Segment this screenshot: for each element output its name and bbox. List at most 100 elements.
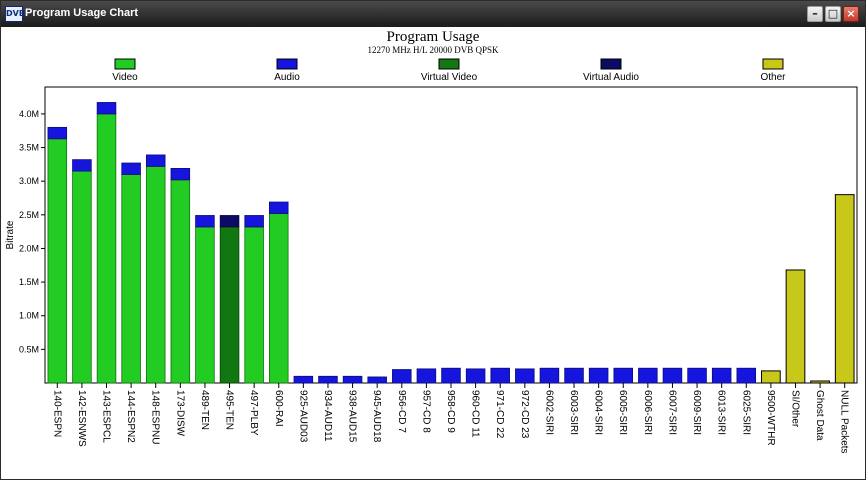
bar-segment [195,226,215,384]
x-tick-label: 6013-SIRI [716,390,727,435]
x-tick-label: 960-CD 11 [470,390,481,438]
window-title: Program Usage Chart [25,7,139,19]
y-tick-label: 0.5M [19,344,39,354]
bar-segment [121,174,141,384]
bar-segment [318,375,338,384]
y-tick-label: 1.5M [19,277,39,287]
plot-area [44,86,858,384]
x-tick-label: 957-CD 8 [420,390,431,433]
x-tick-label: 495-TEN [224,390,235,430]
bar-segment [244,215,264,228]
bar-segment [47,138,68,384]
y-tick-label: 4.0M [19,109,39,119]
legend-label: Video [112,72,138,83]
legend-swatch [114,58,136,70]
bar-segment [244,226,264,384]
x-tick-label: 934-AUD11 [322,390,333,442]
x-tick-label: 144-ESPN2 [125,390,136,443]
x-tick-label: 971-CD 22 [494,390,505,439]
bar-segment [72,159,92,172]
y-axis: 0.5M 1.0M 1.5M 2.0M 2.5M 3.0M 3.5M 4.0M [19,109,45,354]
legend-swatch [276,58,298,70]
bar-segment [539,367,560,384]
x-tick-label: 6025-SIRI [740,390,751,435]
x-tick-label: 6002-SIRI [543,390,554,435]
bar-segment [121,162,141,175]
x-tick-label: 143-ESPCL [101,390,112,443]
legend-swatch [438,58,460,70]
bar-segment [145,154,166,167]
bar-segment [588,367,609,384]
bar-segment [96,113,117,384]
y-tick-label: 1.0M [19,311,39,321]
bar-segment [195,215,215,228]
bar-segment [810,380,830,384]
bar-segment [736,367,757,384]
bar-segment [662,367,683,384]
bar-segment [342,375,363,384]
bar-segment [613,367,633,384]
bar-segment [416,368,437,384]
legend-swatch [600,58,622,70]
bar-segment [219,215,240,228]
x-tick-label: 489-TEN [199,390,210,430]
y-tick-label: 3.5M [19,143,39,153]
x-tick-label: NULL Packets [839,390,850,454]
x-tick-label: 497-PLBY [248,390,259,436]
x-tick-label: 925-AUD03 [297,390,308,443]
bar-segment [219,226,240,384]
x-tick-label: 6007-SIRI [666,390,677,435]
x-tick-label: 938-AUD15 [347,390,358,443]
program-usage-chart: Program Usage 12270 MHz H/L 20000 DVB QP… [5,29,858,454]
x-tick-label: 6004-SIRI [593,390,604,435]
minimize-icon[interactable]: – [807,6,823,22]
bar-segment [392,369,412,384]
x-tick-label: 9500-WTHR [765,390,776,446]
y-tick-label: 3.0M [19,176,39,186]
bar-segment [293,375,314,384]
bar-segment [170,167,191,181]
bar-segment [687,367,707,384]
bar-segment [72,170,92,384]
legend-label: Audio [274,72,300,83]
maximize-icon[interactable]: □ [825,6,841,22]
bar-segment [785,269,806,384]
bars [47,102,855,384]
bar-segment [145,165,166,384]
x-tick-label: 956-CD 7 [396,390,407,433]
x-tick-label: 148-ESPNU [150,390,161,444]
x-tick-label: 6003-SIRI [568,390,579,435]
x-tick-label: 142-ESNWS [76,390,87,447]
y-tick-label: 2.0M [19,243,39,253]
legend-label: Other [760,72,786,83]
bar-segment [269,201,289,214]
bar-segment [515,368,535,384]
legend-swatch [762,58,784,70]
close-icon[interactable]: × [843,6,859,22]
x-tick-label: 140-ESPN [51,390,62,437]
x-tick-label: Ghost Data [814,390,825,441]
bar-segment [47,126,68,140]
bar-segment [465,368,486,384]
title-bar[interactable]: DVB Program Usage Chart – □ × [1,1,865,27]
x-tick-label: 173-DISW [174,390,185,437]
x-tick-label: 945-AUD18 [371,390,382,443]
bar-segment [761,370,781,384]
x-tick-label: SI/Other [789,390,800,428]
chart-subtitle: 12270 MHz H/L 20000 DVB QPSK [368,45,499,55]
bar-segment [638,367,658,384]
x-tick-label: 6006-SIRI [642,390,653,435]
legend: Video Audio Virtual Video Virtual Audio Othe… [112,58,786,83]
bar-segment [441,367,461,384]
bar-segment [711,367,732,384]
legend-label: Virtual Audio [583,72,639,83]
legend-label: Virtual Video [421,72,478,83]
bar-segment [834,194,855,384]
x-axis: 140-ESPN 142-ESNWS 143-ESPCL 144-ESPN2 148-E… [51,383,850,454]
bar-segment [490,367,510,384]
x-tick-label: 958-CD 9 [445,390,456,433]
bar-segment [564,367,584,384]
chart-title: Program Usage [387,29,480,45]
x-tick-label: 6009-SIRI [691,390,702,435]
